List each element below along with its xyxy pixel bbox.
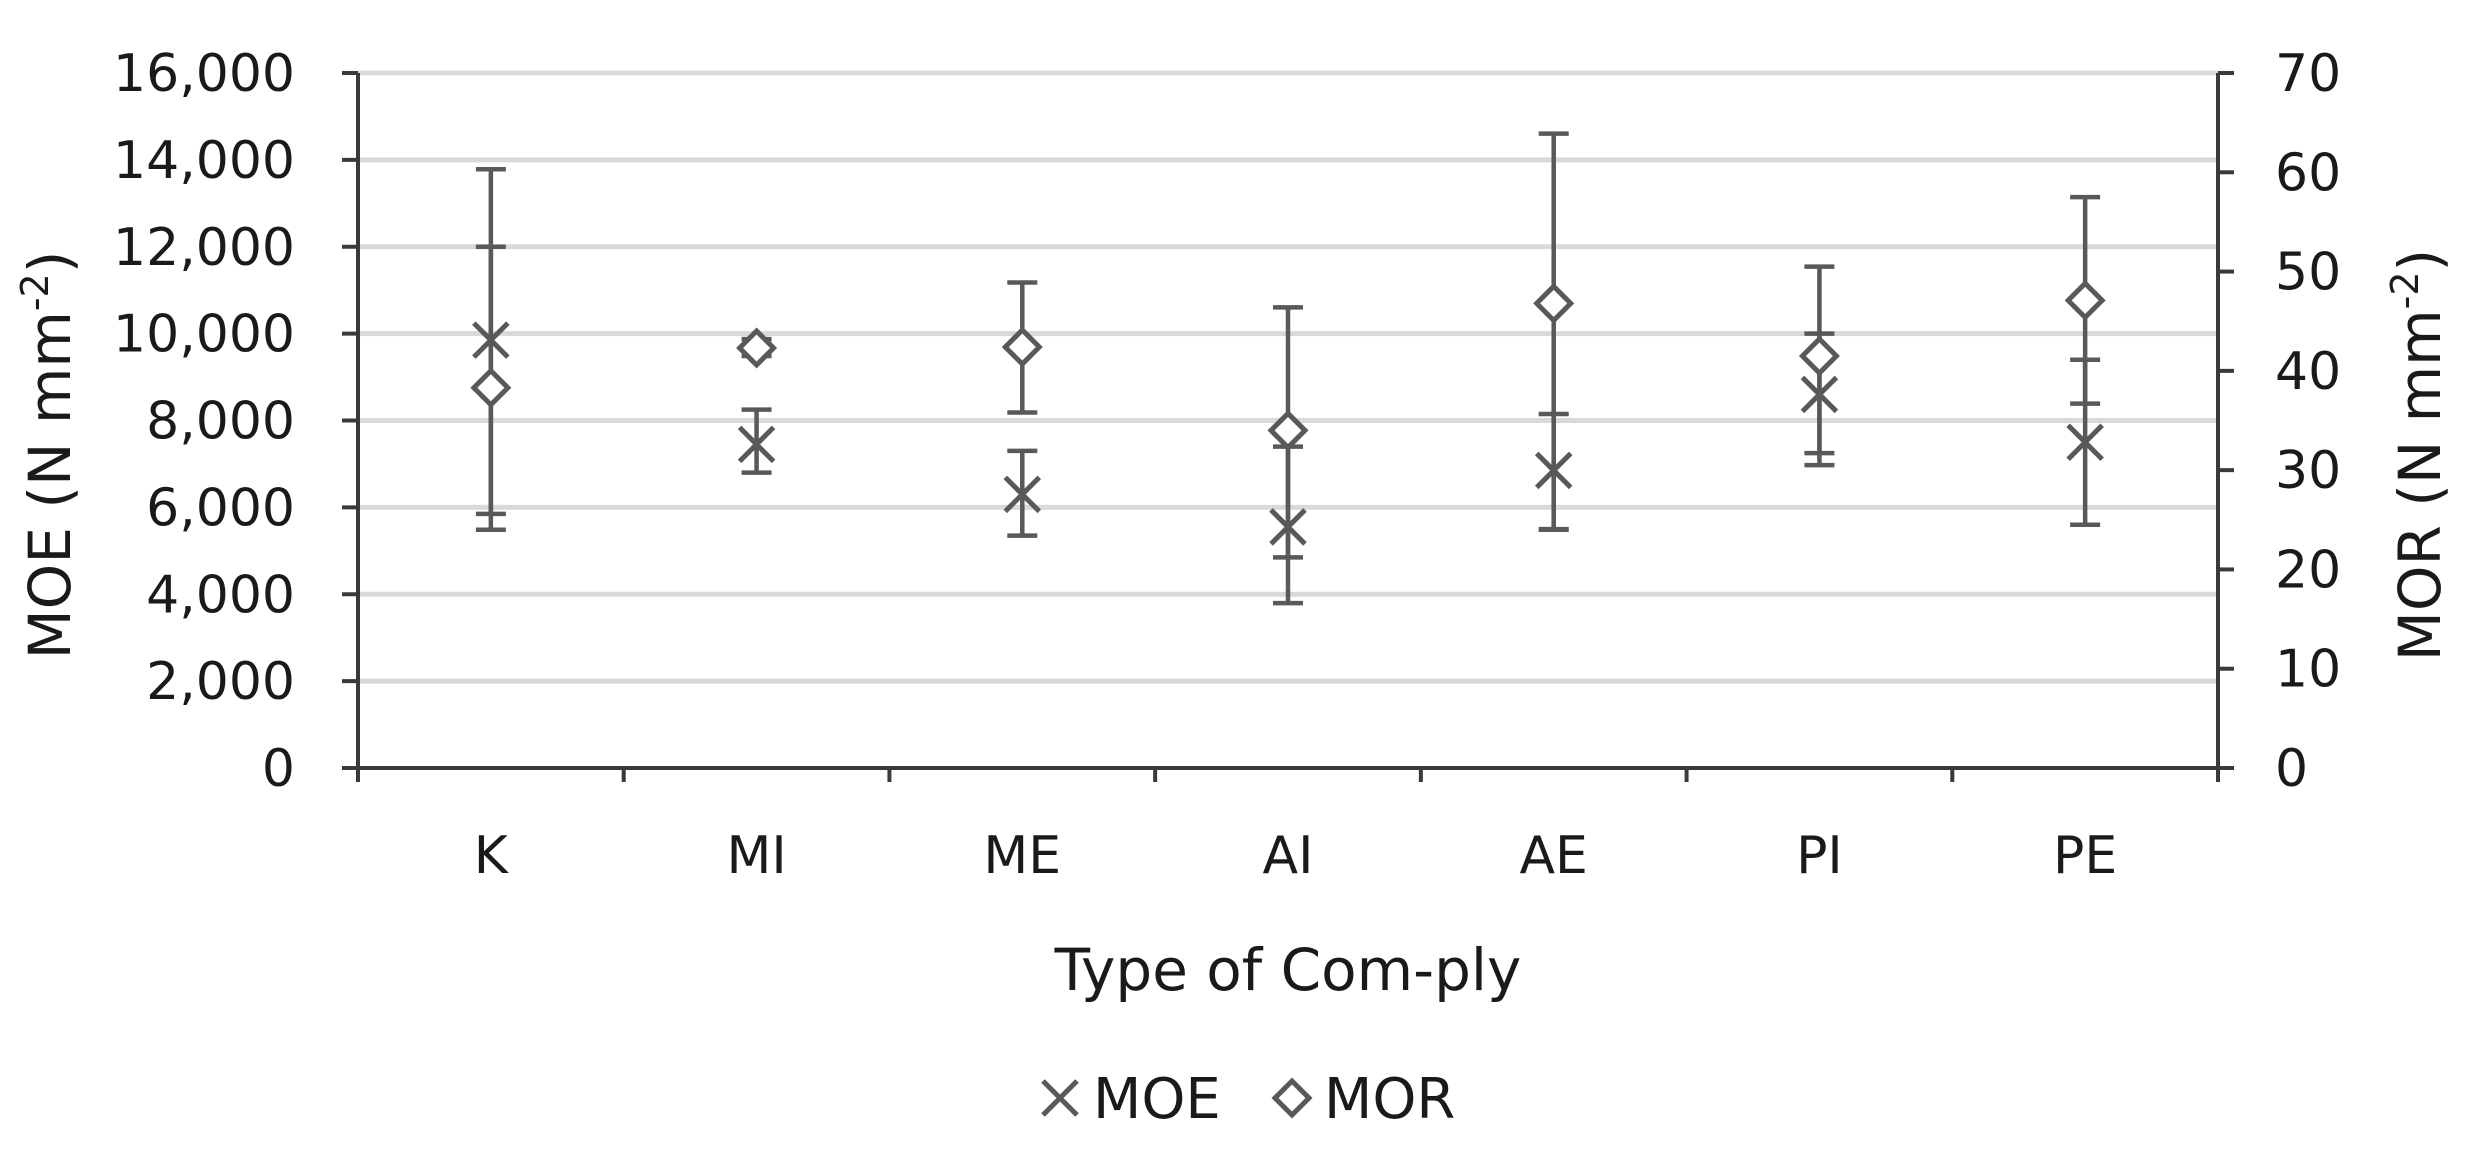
right-tick-label: 40 xyxy=(2275,342,2341,402)
axes xyxy=(342,71,2234,782)
mor-point xyxy=(736,327,778,369)
x-tick-label: K xyxy=(474,826,510,886)
moe-point xyxy=(1003,475,1042,514)
x-tick-label: AI xyxy=(1263,826,1314,886)
left-axis-title: MOE (N mm-2) xyxy=(13,251,84,660)
left-tick-label: 8,000 xyxy=(146,392,295,452)
mor-point xyxy=(2064,279,2106,321)
legend-marker-mor xyxy=(1271,1077,1313,1119)
right-tick-label: 0 xyxy=(2275,739,2308,799)
left-tick-label: 12,000 xyxy=(113,218,295,278)
x-tick-label: PI xyxy=(1796,826,1843,886)
left-tick-label: 4,000 xyxy=(146,565,295,625)
mor-point xyxy=(1001,326,1043,368)
data-series xyxy=(470,131,2106,606)
left-tick-label: 2,000 xyxy=(146,652,295,712)
legend: MOE MOR xyxy=(1041,1067,1455,1132)
x-tick-label: ME xyxy=(983,826,1061,886)
mor-point xyxy=(470,367,512,409)
x-tick-label: PE xyxy=(2053,826,2117,886)
right-tick-label: 60 xyxy=(2275,143,2341,203)
tick-labels: 0 2,000 4,000 6,000 8,000 10,000 12,000 14,000 1… xyxy=(113,44,2341,886)
legend-label-mor: MOR xyxy=(1324,1067,1455,1132)
x-tick-label: AE xyxy=(1519,826,1587,886)
left-tick-label: 0 xyxy=(262,739,295,799)
x-tick-label: MI xyxy=(726,826,786,886)
right-tick-label: 50 xyxy=(2275,243,2341,303)
right-axis-title: MOR (N mm-2) xyxy=(2383,249,2454,661)
right-tick-label: 30 xyxy=(2275,441,2341,501)
mor-point xyxy=(1267,409,1309,451)
legend-marker-moe xyxy=(1041,1079,1079,1117)
right-tick-label: 10 xyxy=(2275,640,2341,700)
moe-point xyxy=(2066,423,2104,461)
right-tick-label: 70 xyxy=(2275,44,2341,104)
left-tick-label: 16,000 xyxy=(113,44,295,104)
moe-point xyxy=(737,425,776,464)
x-axis-title: Type of Com-ply xyxy=(1054,936,1522,1004)
mor-point xyxy=(1533,282,1575,324)
left-tick-label: 6,000 xyxy=(146,478,295,538)
legend-label-moe: MOE xyxy=(1093,1067,1221,1132)
left-tick-label: 10,000 xyxy=(113,305,295,365)
left-tick-label: 14,000 xyxy=(113,131,295,191)
right-tick-label: 20 xyxy=(2275,540,2341,600)
mor-point xyxy=(1798,335,1840,377)
